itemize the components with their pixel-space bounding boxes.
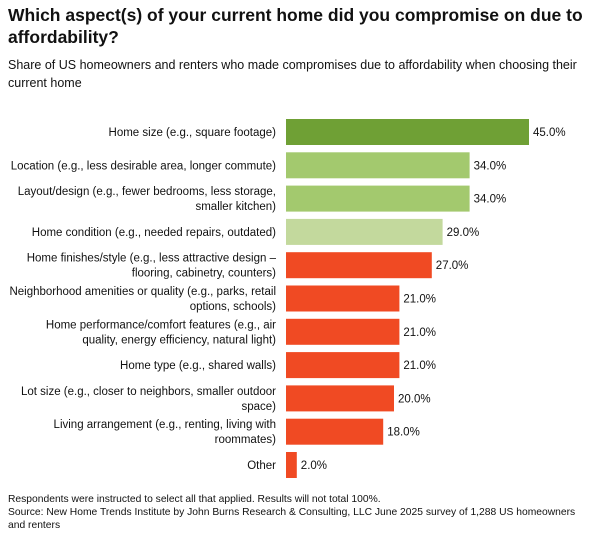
category-label-line: Location (e.g., less desirable area, lon… [11, 160, 276, 172]
bar [286, 152, 470, 179]
footnote-source: Source: New Home Trends Institute by Joh… [8, 507, 576, 531]
footnote-note: Respondents were instructed to select al… [8, 494, 381, 505]
bar-value-label: 29.0% [447, 227, 480, 239]
category-label: Home performance/comfort features (e.g.,… [46, 319, 276, 346]
bar-value-label: 34.0% [474, 160, 507, 172]
bar [286, 218, 443, 245]
bar [286, 252, 432, 279]
bar-value-label: 21.0% [403, 294, 436, 306]
bar-value-label: 20.0% [398, 393, 431, 405]
bar [286, 418, 384, 445]
bar-value-label: 21.0% [403, 360, 436, 372]
bar [286, 452, 297, 478]
category-label-line: space) [241, 401, 276, 413]
bar-chart: 45.0% Home size (e.g., square footage) 34.… [9, 119, 566, 478]
category-label-line: Home size (e.g., square footage) [109, 127, 277, 139]
category-label: Location (e.g., less desirable area, lon… [11, 160, 276, 172]
bar [286, 119, 529, 145]
category-label-line: Home type (e.g., shared walls) [120, 360, 276, 372]
bar-value-label: 27.0% [436, 260, 469, 272]
category-label: Home condition (e.g., needed repairs, ou… [32, 227, 276, 239]
category-label: Neighborhood amenities or quality (e.g.,… [9, 286, 276, 313]
bar [286, 385, 394, 412]
category-label-line: Layout/design (e.g., fewer bedrooms, les… [18, 186, 276, 198]
category-label-line: Home performance/comfort features (e.g.,… [46, 319, 276, 331]
category-label-line: Lot size (e.g., closer to neighbors, sma… [21, 386, 276, 398]
category-label-line: flooring, cabinetry, counters) [132, 268, 276, 280]
category-label: Other [247, 460, 276, 472]
category-label: Home type (e.g., shared walls) [120, 360, 276, 372]
category-label: Living arrangement (e.g., renting, livin… [54, 419, 277, 446]
category-label-line: Home condition (e.g., needed repairs, ou… [32, 227, 276, 239]
bar-value-label: 45.0% [533, 127, 566, 139]
category-label-line: Living arrangement (e.g., renting, livin… [54, 419, 276, 431]
category-label: Home size (e.g., square footage) [109, 127, 277, 139]
bar-value-label: 34.0% [474, 194, 507, 206]
category-label: Layout/design (e.g., fewer bedrooms, les… [18, 186, 276, 213]
chart-title: Which aspect(s) of your current home did… [8, 5, 583, 47]
bar [286, 318, 400, 345]
bar-value-label: 21.0% [403, 327, 436, 339]
category-label-line: Home finishes/style (e.g., less attracti… [27, 253, 277, 265]
category-label-line: Other [247, 460, 276, 472]
category-label-line: Neighborhood amenities or quality (e.g.,… [9, 286, 276, 298]
bar-value-label: 18.0% [387, 427, 420, 439]
bar [286, 352, 400, 379]
chart-subtitle: Share of US homeowners and renters who m… [8, 58, 577, 90]
bar [286, 285, 400, 312]
category-label-line: roommates) [215, 434, 277, 446]
bar [286, 185, 470, 212]
category-label: Home finishes/style (e.g., less attracti… [27, 253, 277, 280]
category-label-line: quality, energy efficiency, natural ligh… [82, 334, 276, 346]
category-label: Lot size (e.g., closer to neighbors, sma… [21, 386, 276, 413]
bar-value-label: 2.0% [301, 460, 327, 472]
category-label-line: smaller kitchen) [195, 201, 276, 213]
category-label-line: options, schools) [190, 301, 276, 313]
